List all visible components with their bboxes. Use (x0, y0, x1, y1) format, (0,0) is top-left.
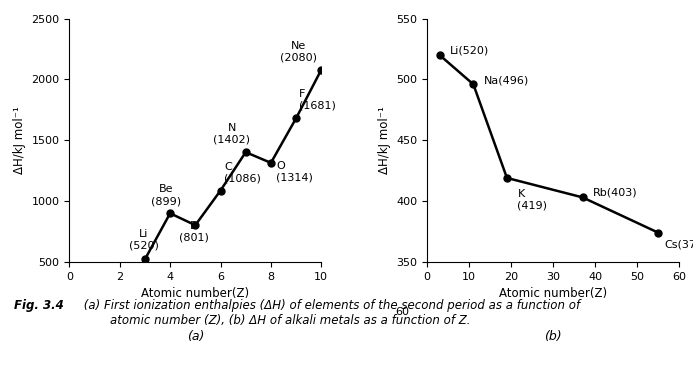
Text: 60: 60 (395, 307, 409, 317)
Text: Na(496): Na(496) (484, 76, 529, 86)
Text: K
(419): K (419) (518, 189, 547, 211)
Text: Rb(403): Rb(403) (593, 187, 638, 197)
Text: C
(1086): C (1086) (225, 162, 261, 183)
Text: Fig. 3.4: Fig. 3.4 (14, 299, 64, 312)
Text: Ne
(2080): Ne (2080) (280, 41, 317, 62)
Text: Cs(374): Cs(374) (665, 240, 693, 250)
Text: (b): (b) (544, 330, 562, 343)
Y-axis label: ΔH/kJ mol⁻¹: ΔH/kJ mol⁻¹ (378, 106, 391, 174)
Text: B
(801): B (801) (179, 221, 209, 243)
Text: (a) First ionization enthalpies (ΔH) of elements of the second period as a funct: (a) First ionization enthalpies (ΔH) of … (80, 299, 580, 327)
Text: Li(520): Li(520) (450, 45, 489, 55)
Text: N
(1402): N (1402) (213, 123, 250, 145)
Y-axis label: ΔH/kJ mol⁻¹: ΔH/kJ mol⁻¹ (13, 106, 26, 174)
X-axis label: Atomic number(Z): Atomic number(Z) (499, 287, 607, 300)
X-axis label: Atomic number(Z): Atomic number(Z) (141, 287, 249, 300)
Text: F
(1681): F (1681) (299, 89, 335, 111)
Text: Be
(899): Be (899) (151, 184, 182, 206)
Text: O
(1314): O (1314) (276, 161, 313, 182)
Text: (a): (a) (186, 330, 204, 343)
Text: Li
(520): Li (520) (129, 229, 159, 251)
